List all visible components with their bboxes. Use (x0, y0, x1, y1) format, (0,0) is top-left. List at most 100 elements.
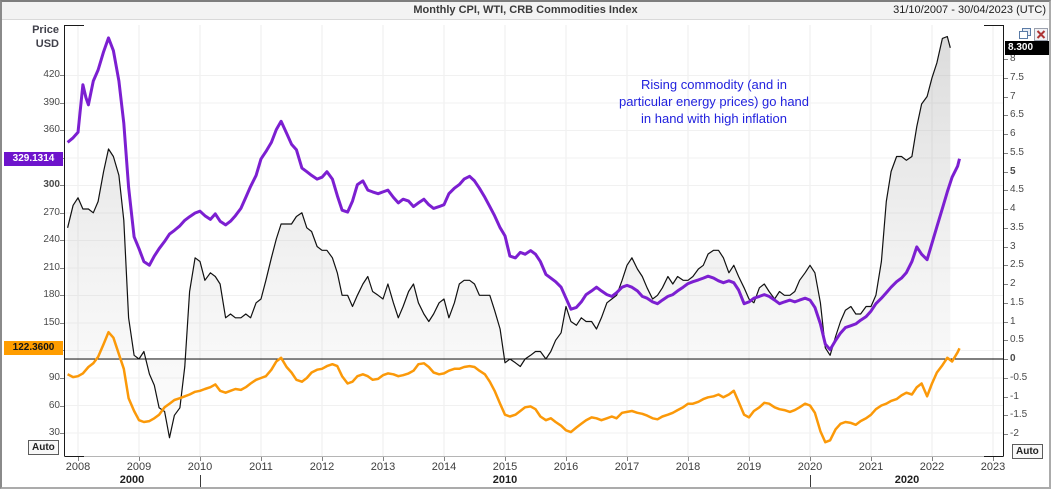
right-axis-tick-label: -1 (1010, 390, 1019, 402)
right-axis-tick-mark (1004, 96, 1008, 98)
right-axis-tick-label: -1.5 (1010, 409, 1028, 421)
chart-title: Monthly CPI, WTI, CRB Commodities Index (413, 4, 638, 16)
x-tick-mark (200, 457, 201, 461)
left-axis-tick-label: 420 (43, 69, 60, 81)
right-axis-tick-mark (1004, 134, 1008, 135)
right-axis-tick-mark (1004, 171, 1008, 173)
x-year-label: 2008 (65, 461, 91, 473)
left-axis-tick-label: 390 (43, 96, 60, 108)
left-axis-tick-mark (60, 295, 64, 297)
left-axis-tick-mark (60, 267, 64, 269)
right-axis-tick-mark (1004, 190, 1008, 192)
x-tick-mark (261, 457, 262, 461)
left-price-axis[interactable]: 4203903603303002702402101801501209060303… (2, 19, 64, 457)
x-year-label: 2016 (553, 461, 579, 473)
x-year-label: 2023 (980, 461, 1006, 473)
right-axis-tick-label: 4.5 (1010, 184, 1024, 196)
x-decade-label: 2000 (119, 474, 145, 486)
right-axis-tick-mark (1004, 415, 1008, 417)
x-year-label: 2017 (614, 461, 640, 473)
x-tick-mark (566, 457, 567, 461)
right-axis-tick-label: -2 (1010, 428, 1019, 439)
cpi-price-badge: 8.300 (1005, 40, 1049, 55)
right-axis-tick-label: -0.5 (1010, 371, 1028, 383)
right-axis-tick-mark (1004, 377, 1008, 379)
right-axis-tick-label: 1.5 (1010, 296, 1024, 308)
annotation-line: Rising commodity (and in (641, 77, 787, 92)
left-axis-tick-mark (60, 212, 64, 214)
left-axis-tick-mark (60, 240, 64, 242)
x-year-label: 2014 (431, 461, 457, 473)
left-axis-tick-label: 300 (43, 179, 60, 191)
left-axis-tick-label: 270 (43, 206, 60, 218)
right-axis-tick-mark (1004, 209, 1008, 210)
left-axis-tick-label: 240 (43, 234, 60, 246)
decade-separator (200, 475, 201, 487)
right-axis-tick-mark (1004, 434, 1008, 435)
x-decade-label: 2020 (894, 474, 920, 486)
x-tick-mark (505, 457, 506, 461)
right-axis-tick-mark (1004, 265, 1008, 267)
right-axis-tick-mark (1004, 340, 1008, 342)
x-tick-mark (871, 457, 872, 461)
right-axis-tick-label: 8 (1010, 53, 1016, 64)
x-tick-mark (139, 457, 140, 461)
left-axis-tick-mark (60, 322, 64, 324)
left-axis-tick-label: 150 (43, 316, 60, 328)
chart-canvas[interactable] (64, 19, 1004, 457)
right-axis-tick-label: 0.5 (1010, 334, 1024, 346)
x-tick-mark (932, 457, 933, 461)
left-axis-tick-mark (60, 405, 64, 407)
left-axis-tick-label: 90 (48, 372, 60, 383)
right-axis-auto-button[interactable]: Auto (1012, 444, 1043, 459)
close-icon[interactable] (1034, 28, 1048, 41)
price-word: Price (32, 24, 59, 36)
x-year-label: 2009 (126, 461, 152, 473)
date-range-label: 31/10/2007 - 30/04/2023 (UTC) (893, 4, 1046, 16)
left-axis-tick-label: 360 (43, 124, 60, 136)
x-year-label: 2022 (919, 461, 945, 473)
right-axis-tick-label: 7 (1010, 90, 1016, 102)
x-year-label: 2021 (858, 461, 884, 473)
x-year-label: 2020 (797, 461, 823, 473)
left-axis-tick-mark (60, 102, 64, 104)
annotation-line: particular energy prices) go hand (618, 94, 810, 109)
plot-area[interactable]: Rising commodity (and in particular ener… (64, 19, 1004, 457)
series-cpi-line[interactable] (67, 35, 951, 439)
series-wti-line[interactable] (67, 330, 961, 444)
right-axis-tick-mark (1004, 284, 1008, 285)
right-axis-tick-label: 3 (1010, 240, 1016, 252)
right-axis-tick-mark (1004, 396, 1008, 398)
series-crb-line[interactable] (66, 36, 961, 352)
x-tick-mark (627, 457, 628, 461)
left-axis-tick-mark (60, 185, 64, 187)
right-axis-tick-mark (1004, 115, 1008, 117)
usd-word: USD (35, 38, 59, 50)
right-axis-tick-label: 5 (1010, 165, 1016, 177)
x-tick-mark (78, 457, 79, 461)
x-tick-mark (993, 457, 994, 461)
right-axis-tick-label: 5.5 (1010, 146, 1024, 158)
wti-price-badge: 122.3600 (4, 341, 63, 356)
left-axis-tick-label: 210 (43, 261, 60, 273)
right-axis-tick-mark (1004, 77, 1008, 79)
crb-price-badge: 329.1314 (4, 151, 63, 166)
x-decade-label: 2010 (492, 474, 518, 486)
restore-window-icon[interactable] (1018, 28, 1032, 41)
right-axis-tick-mark (1004, 321, 1008, 323)
right-axis-tick-label: 1 (1010, 315, 1016, 327)
right-axis-tick-label: 0 (1010, 353, 1016, 364)
right-axis-tick-mark (1004, 302, 1008, 304)
x-tick-mark (322, 457, 323, 461)
right-percent-axis[interactable]: 8 7.5 7 6.5 6 5.5 5 4.5 4 3.5 3 2.5 2 1.5 1 0.5 0 -0.5 -1 -… (1004, 19, 1049, 457)
right-axis-tick-mark (1004, 359, 1008, 360)
cpi-area-fill (67, 36, 951, 438)
right-axis-tick-label: 4 (1010, 203, 1016, 214)
left-axis-unit-label: Price USD (2, 23, 59, 51)
left-axis-auto-button[interactable]: Auto (28, 440, 59, 455)
chart-annotation[interactable]: Rising commodity (and in particular ener… (554, 76, 874, 127)
time-axis[interactable]: 2008 2009 2010 2011 2012 2013 2014 2015 2016 2017… (2, 457, 1049, 487)
left-axis-tick-label: 60 (48, 399, 60, 411)
x-year-label: 2018 (675, 461, 701, 473)
